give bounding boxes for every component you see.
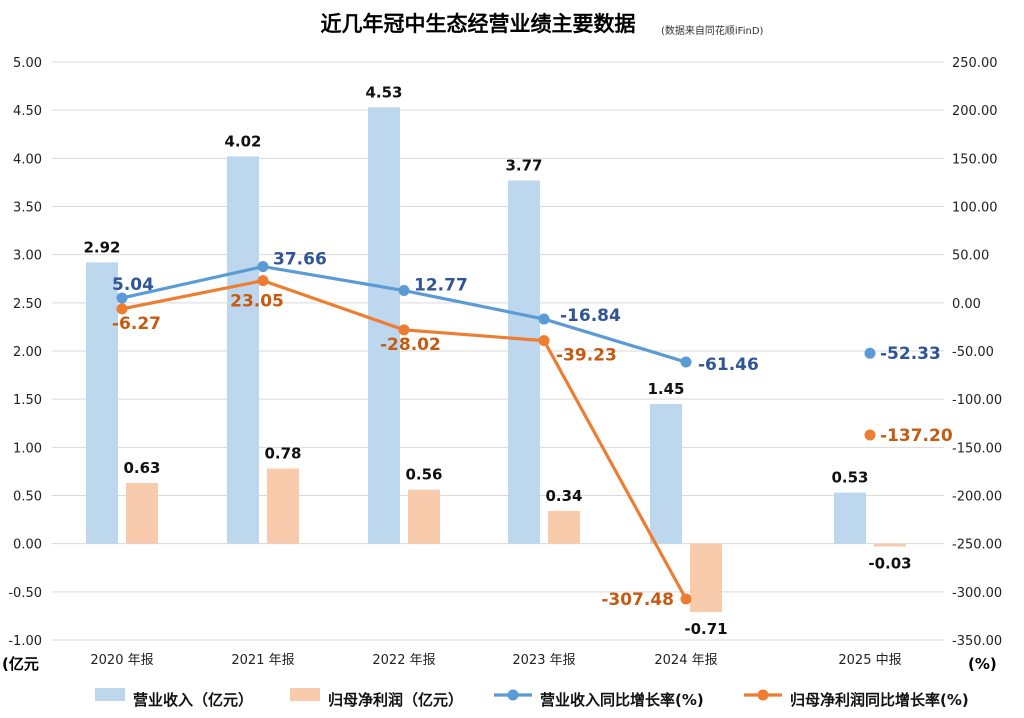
legend-net-profit-swatch: [290, 688, 320, 701]
legend-revenue-growth-marker: [507, 689, 519, 701]
legend-revenue-label: 营业收入（亿元）: [133, 691, 253, 709]
revenue-bar: [86, 262, 118, 544]
net-profit-growth-label: 23.05: [230, 292, 284, 312]
data-labels: 2.92 4.02 4.53 3.77 1.45 0.53 0.63 0.78 0.56 0.34…: [83, 83, 952, 638]
category-label: 2024 年报: [654, 653, 717, 668]
net-profit-bar: [690, 543, 722, 613]
net-profit-growth-point: [257, 275, 269, 287]
category-label: 2021 年报: [231, 653, 294, 668]
net-profit-growth-label: -6.27: [112, 314, 161, 334]
right-tick-label: 0.00: [952, 297, 981, 312]
revenue-bar: [834, 492, 866, 544]
bars: [86, 107, 906, 613]
left-tick-label: 1.50: [13, 393, 42, 408]
net-profit-bar-label: -0.71: [684, 620, 727, 638]
left-tick-label: -0.50: [8, 586, 42, 601]
gridlines: [52, 61, 944, 641]
legend-net-profit-growth-label: 归母净利润同比增长率(%): [790, 691, 969, 709]
revenue-growth-label: -16.84: [560, 306, 621, 326]
net-profit-growth-label: -307.48: [601, 590, 674, 610]
right-tick-label: -350.00: [952, 634, 1002, 649]
revenue-growth-point: [538, 313, 550, 325]
right-tick-label: 250.00: [952, 56, 998, 71]
right-tick-label: -50.00: [952, 345, 994, 360]
revenue-growth-point: [864, 347, 876, 359]
revenue-growth-label: -52.33: [880, 344, 941, 364]
left-tick-label: 2.50: [13, 297, 42, 312]
net-profit-bar: [548, 510, 580, 544]
chart-title: 近几年冠中生态经营业绩主要数据: [321, 12, 636, 36]
revenue-growth-point: [398, 285, 410, 297]
revenue-bar-label: 2.92: [83, 238, 120, 256]
net-profit-growth-point: [116, 303, 128, 315]
left-tick-label: 4.50: [13, 104, 42, 119]
revenue-bar-label: 4.02: [224, 132, 261, 150]
right-tick-label: 50.00: [952, 249, 989, 264]
revenue-bar: [508, 180, 540, 544]
right-tick-label: -150.00: [952, 441, 1002, 456]
net-profit-growth-label: -39.23: [556, 346, 617, 366]
net-profit-growth-point: [538, 335, 550, 347]
legend: 营业收入（亿元） 归母净利润（亿元） 营业收入同比增长率(%) 归母净利润同比增长率(…: [95, 688, 969, 709]
net-profit-bar-label: 0.63: [123, 459, 160, 477]
net-profit-bar: [267, 468, 299, 544]
revenue-bar: [227, 156, 259, 544]
revenue-growth-point: [680, 356, 692, 368]
revenue-growth-label: 37.66: [273, 250, 327, 270]
right-axis-unit: (%): [968, 655, 997, 673]
right-tick-label: -200.00: [952, 490, 1002, 505]
axes: 5.00 4.50 4.00 3.50 3.00 2.50 2.00 1.50 1.00 0.50…: [8, 56, 1002, 668]
left-axis-unit: (亿元: [2, 655, 39, 673]
net-profit-growth-point: [680, 593, 692, 605]
revenue-bar-label: 3.77: [505, 156, 542, 174]
left-tick-label: 1.00: [13, 441, 42, 456]
category-label: 2020 年报: [90, 653, 153, 668]
left-tick-label: 2.00: [13, 345, 42, 360]
left-tick-label: 0.50: [13, 490, 42, 505]
revenue-growth-point: [257, 261, 269, 273]
legend-revenue-swatch: [95, 688, 125, 701]
lines: [116, 261, 876, 605]
left-tick-label: -1.00: [8, 634, 42, 649]
revenue-bar-label: 0.53: [831, 469, 868, 487]
net-profit-bar: [408, 489, 440, 544]
right-tick-label: -300.00: [952, 586, 1002, 601]
revenue-bar: [650, 403, 682, 544]
left-tick-label: 5.00: [13, 56, 42, 71]
net-profit-bar: [126, 482, 158, 544]
net-profit-bar-label: 0.78: [264, 445, 301, 463]
net-profit-growth-label: -28.02: [380, 335, 441, 355]
left-tick-label: 0.00: [13, 538, 42, 553]
right-tick-label: -250.00: [952, 538, 1002, 553]
revenue-growth-label: 5.04: [112, 275, 154, 295]
right-tick-label: 150.00: [952, 152, 998, 167]
chart-subtitle: (数据来自同花顺iFinD): [661, 24, 764, 37]
right-tick-label: 100.00: [952, 201, 998, 216]
revenue-growth-label: -61.46: [698, 355, 759, 375]
net-profit-growth-label: -137.20: [880, 426, 953, 446]
net-profit-bar-label: -0.03: [868, 555, 911, 573]
left-tick-label: 3.00: [13, 249, 42, 264]
right-tick-label: 200.00: [952, 104, 998, 119]
revenue-growth-point: [116, 292, 128, 304]
category-label: 2023 年报: [512, 653, 575, 668]
left-tick-label: 3.50: [13, 201, 42, 216]
category-label: 2025 中报: [838, 653, 901, 668]
category-label: 2022 年报: [372, 653, 435, 668]
right-tick-label: -100.00: [952, 393, 1002, 408]
left-tick-label: 4.00: [13, 152, 42, 167]
revenue-growth-label: 12.77: [414, 276, 468, 296]
revenue-bar-label: 4.53: [365, 83, 402, 101]
net-profit-bar-label: 0.56: [405, 466, 442, 484]
revenue-bar-label: 1.45: [647, 380, 684, 398]
legend-revenue-growth-label: 营业收入同比增长率(%): [540, 691, 704, 709]
net-profit-bar: [874, 543, 906, 547]
legend-net-profit-growth-marker: [757, 689, 769, 701]
net-profit-bar-label: 0.34: [545, 487, 582, 505]
legend-net-profit-label: 归母净利润（亿元）: [328, 691, 463, 709]
net-profit-growth-point: [398, 324, 410, 336]
net-profit-growth-point: [864, 429, 876, 441]
